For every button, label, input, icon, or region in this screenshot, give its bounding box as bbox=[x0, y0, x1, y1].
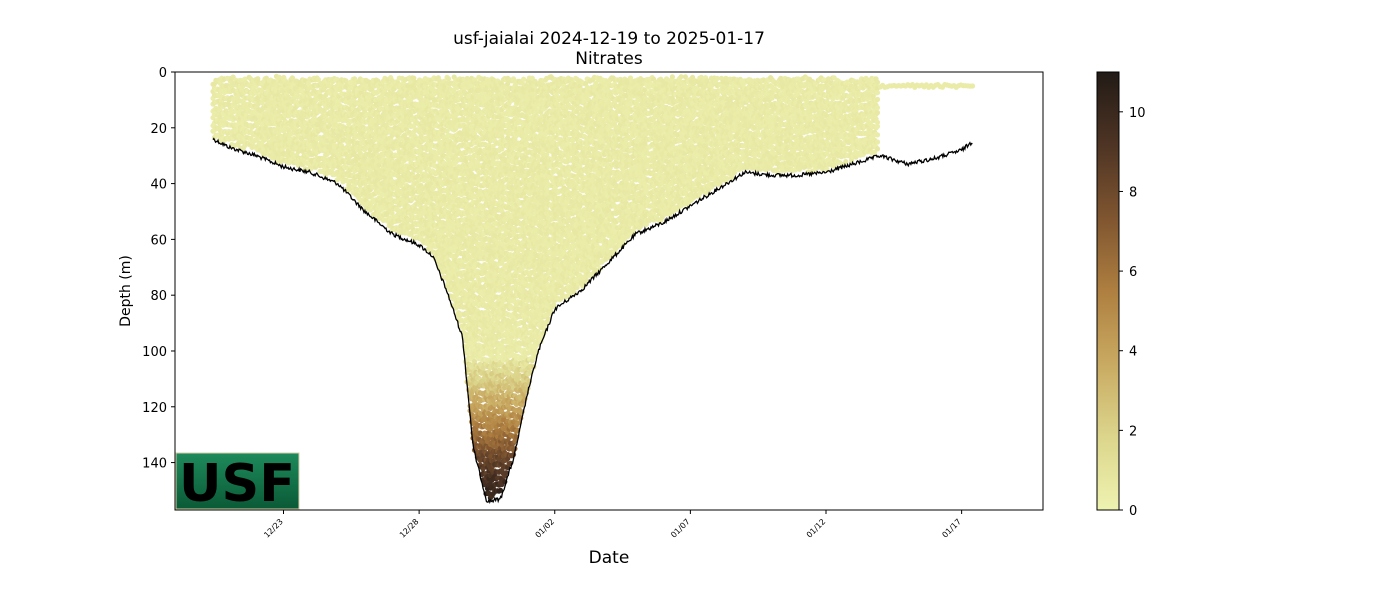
chart-subtitle: Nitrates bbox=[575, 49, 643, 69]
plot-area bbox=[210, 73, 976, 504]
chart-title: usf-jaialai 2024-12-19 to 2025-01-17 bbox=[453, 29, 765, 49]
data-point bbox=[276, 74, 282, 80]
data-point bbox=[255, 76, 261, 82]
data-point bbox=[352, 129, 358, 135]
data-point bbox=[294, 78, 300, 84]
data-point bbox=[334, 177, 340, 183]
data-point bbox=[445, 76, 452, 82]
data-point bbox=[286, 113, 293, 119]
data-point bbox=[299, 148, 306, 154]
data-point bbox=[291, 95, 297, 101]
data-point bbox=[315, 77, 321, 83]
data-points bbox=[210, 73, 976, 501]
